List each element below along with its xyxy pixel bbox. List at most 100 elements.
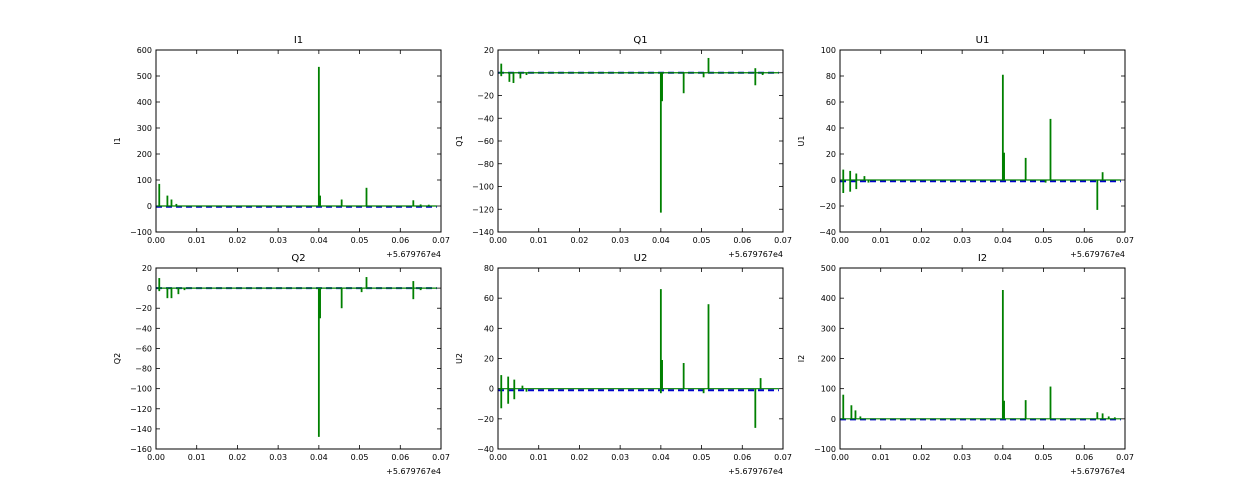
y-tick-label: 60: [826, 98, 836, 107]
x-tick-label: 0.03: [611, 236, 629, 245]
subplot-title: Q2: [291, 253, 305, 264]
x-tick-label: 0.01: [188, 453, 206, 462]
x-tick-label: 0.02: [229, 236, 247, 245]
x-tick-label: 0.00: [147, 453, 165, 462]
y-tick-label: −40: [135, 324, 152, 333]
y-tick-label: 600: [137, 46, 152, 55]
x-tick-label: 0.03: [611, 453, 629, 462]
x-tick-label: 0.04: [652, 236, 670, 245]
y-tick-label: 0: [831, 176, 836, 185]
y-tick-label: 300: [137, 124, 152, 133]
y-tick-label: 40: [826, 124, 836, 133]
y-tick-label: −20: [477, 415, 494, 424]
plot-data: [156, 277, 437, 437]
x-tick-label: 0.00: [831, 453, 849, 462]
x-tick-label: 0.04: [310, 236, 328, 245]
x-tick-label: 0.05: [693, 236, 711, 245]
x-tick-label: 0.03: [953, 236, 971, 245]
x-tick-label: 0.06: [1075, 236, 1093, 245]
y-tick-label: 60: [484, 294, 494, 303]
x-tick-label: 0.02: [571, 453, 589, 462]
y-tick-label: −120: [130, 405, 152, 414]
y-tick-label: −100: [130, 385, 152, 394]
y-tick-label: 80: [826, 72, 836, 81]
y-tick-label: 20: [484, 46, 494, 55]
x-offset-label: +5.679767e4: [728, 467, 783, 476]
y-tick-label: 80: [484, 264, 494, 273]
x-tick-label: 0.01: [530, 453, 548, 462]
x-tick-label: 0.05: [693, 453, 711, 462]
y-tick-label: 0: [489, 69, 494, 78]
y-tick-label: 100: [821, 46, 836, 55]
y-tick-label: 20: [826, 150, 836, 159]
x-tick-label: 0.00: [147, 236, 165, 245]
x-tick-label: 0.05: [351, 236, 369, 245]
y-tick-label: −100: [130, 228, 152, 237]
y-axis-label: Q1: [455, 135, 464, 146]
x-tick-label: 0.07: [432, 236, 450, 245]
x-tick-label: 0.04: [310, 453, 328, 462]
y-tick-label: 200: [137, 150, 152, 159]
plot-data: [840, 74, 1121, 210]
y-tick-label: −20: [819, 202, 836, 211]
y-tick-label: 200: [821, 355, 836, 364]
x-tick-label: 0.01: [872, 236, 890, 245]
x-tick-label: 0.05: [1035, 453, 1053, 462]
y-tick-label: 0: [831, 415, 836, 424]
subplot-3: U1 U1 0.00 0.01 0.02 0.03 0.04 0.05 0.06 0.07 −40 −…: [797, 35, 1134, 259]
x-tick-label: 0.00: [489, 236, 507, 245]
y-tick-label: −100: [814, 445, 836, 454]
y-axis-label: I2: [797, 355, 806, 362]
x-tick-label: 0.03: [953, 453, 971, 462]
subplot-title: I1: [294, 35, 303, 46]
x-tick-label: 0.06: [1075, 453, 1093, 462]
x-tick-label: 0.07: [1116, 453, 1134, 462]
plot-data: [498, 57, 779, 213]
x-tick-label: 0.07: [432, 453, 450, 462]
y-tick-label: −140: [472, 228, 494, 237]
x-tick-label: 0.00: [831, 236, 849, 245]
y-tick-label: 500: [821, 264, 836, 273]
plot-data: [156, 66, 437, 208]
y-tick-label: −60: [135, 344, 152, 353]
x-tick-label: 0.04: [994, 453, 1012, 462]
x-tick-label: 0.02: [571, 236, 589, 245]
y-tick-label: −80: [477, 160, 494, 169]
x-tick-label: 0.06: [391, 453, 409, 462]
plot-frame: [839, 49, 1126, 233]
x-tick-label: 0.04: [994, 236, 1012, 245]
y-axis-label: I1: [113, 137, 122, 144]
subplot-2: Q1 Q1 0.00 0.01 0.02 0.03 0.04 0.05 0.06 0.07 −140…: [455, 35, 792, 259]
x-offset-label: +5.679767e4: [728, 250, 783, 259]
y-axis-label: U1: [797, 136, 806, 147]
plot-frame: [497, 49, 784, 233]
x-tick-label: 0.03: [269, 453, 287, 462]
y-tick-label: 40: [484, 324, 494, 333]
x-tick-label: 0.03: [269, 236, 287, 245]
x-tick-label: 0.01: [188, 236, 206, 245]
subplot-1: I1 I1 0.00 0.01 0.02 0.03 0.04 0.05 0.06 0.07 −100…: [113, 35, 450, 259]
x-tick-label: 0.05: [1035, 236, 1053, 245]
y-axis-label: Q2: [113, 353, 122, 364]
plot-data: [498, 289, 779, 428]
x-tick-label: 0.02: [913, 453, 931, 462]
x-offset-label: +5.679767e4: [386, 250, 441, 259]
x-tick-label: 0.02: [229, 453, 247, 462]
y-axis-label: U2: [455, 353, 464, 364]
x-tick-label: 0.06: [733, 453, 751, 462]
plot-frame: [155, 49, 442, 233]
y-tick-label: −120: [472, 205, 494, 214]
x-tick-label: 0.07: [774, 236, 792, 245]
plot-frame: [497, 267, 784, 450]
x-tick-label: 0.07: [774, 453, 792, 462]
subplot-title: U1: [976, 35, 990, 46]
y-tick-label: 0: [489, 385, 494, 394]
x-tick-label: 0.05: [351, 453, 369, 462]
y-tick-label: 400: [821, 294, 836, 303]
y-tick-label: −60: [477, 137, 494, 146]
x-tick-label: 0.02: [913, 236, 931, 245]
x-tick-label: 0.07: [1116, 236, 1134, 245]
y-tick-label: 100: [137, 176, 152, 185]
